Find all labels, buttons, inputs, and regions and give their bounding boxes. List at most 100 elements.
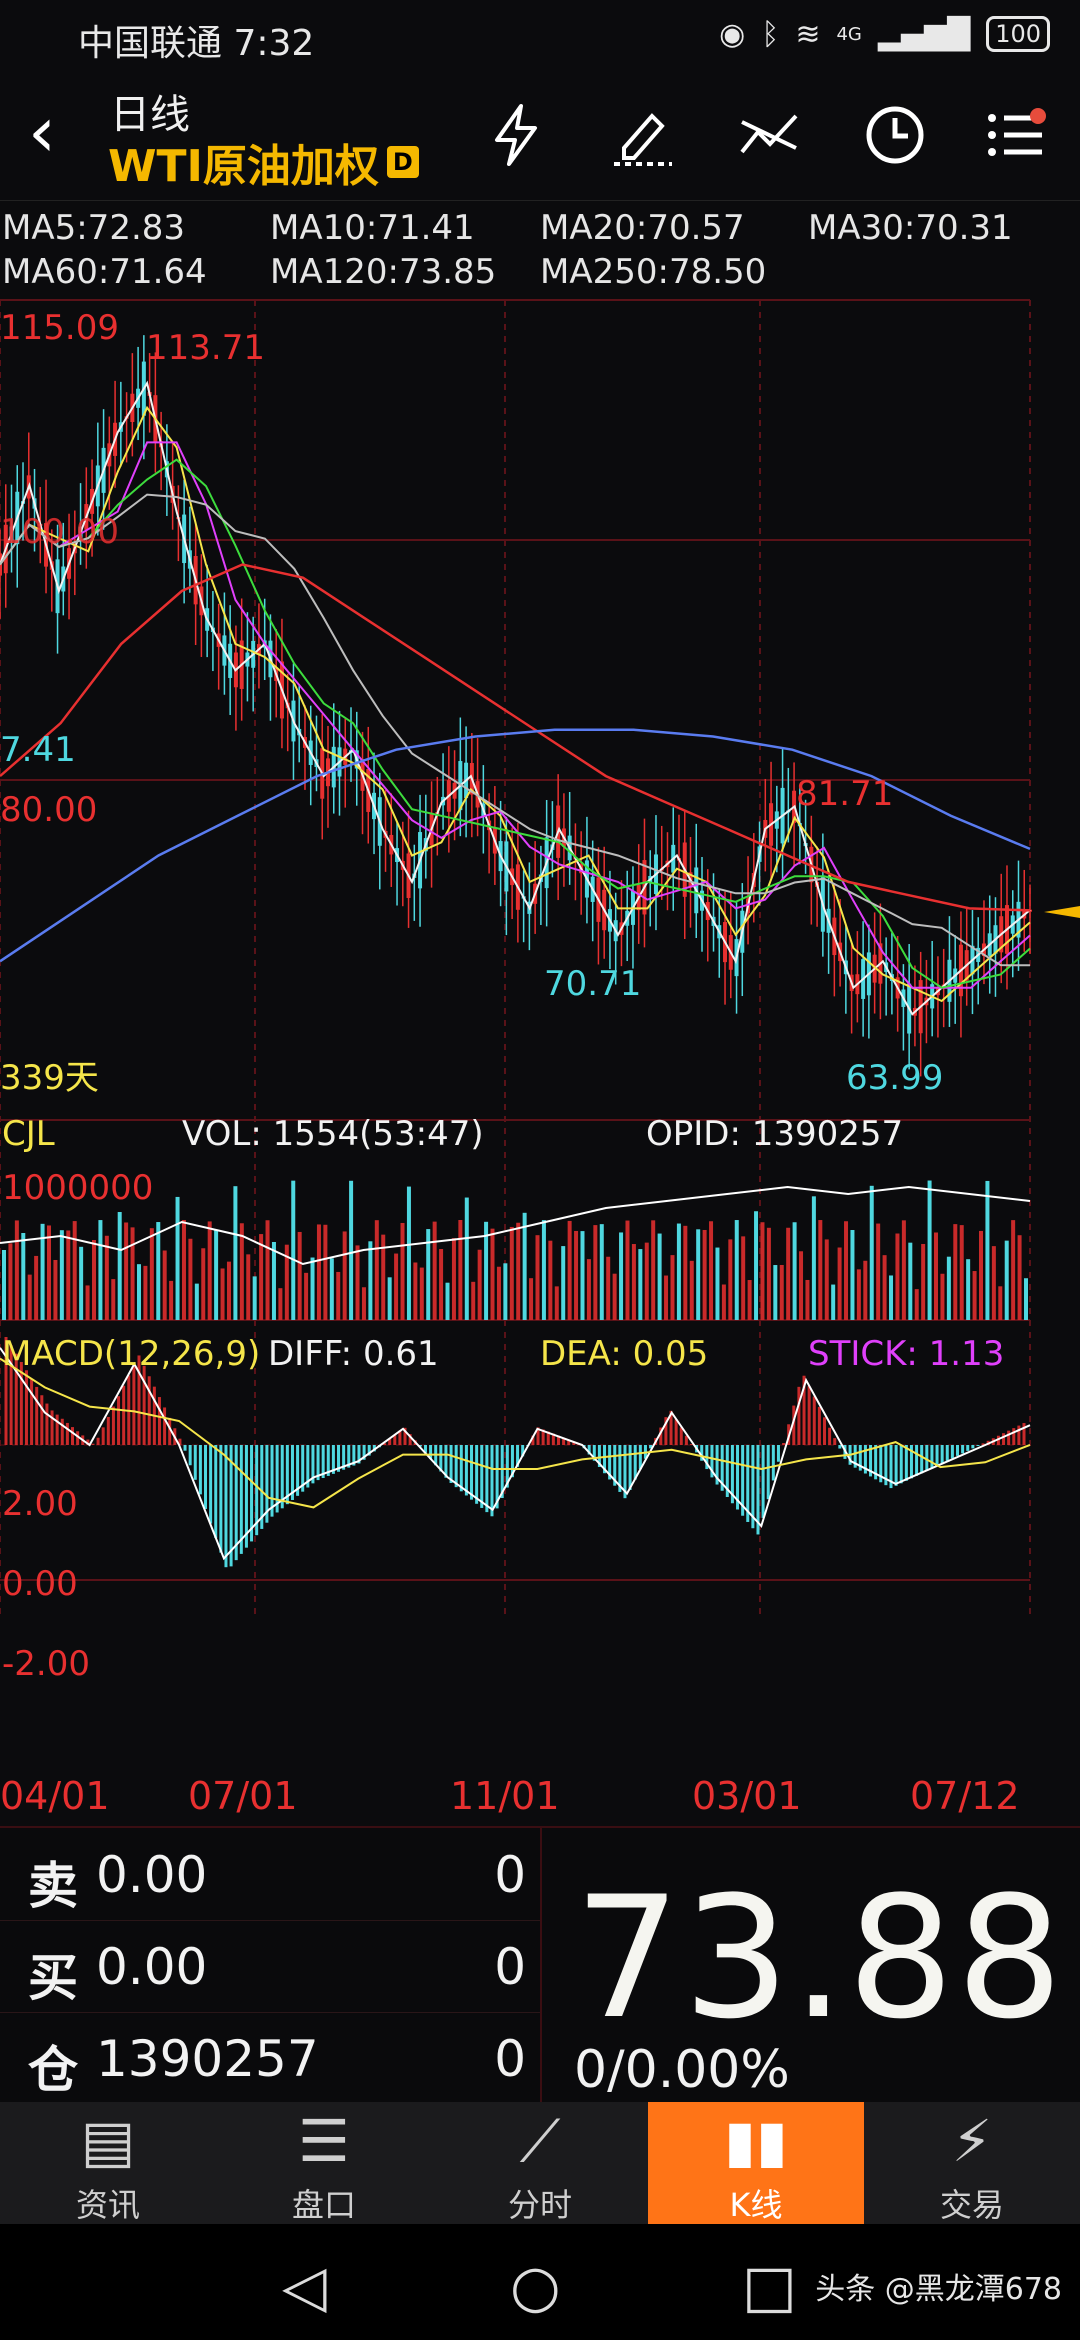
macd-bar-184 [945,1445,949,1461]
volume-bar-123 [792,1222,797,1320]
macd-bar-156 [802,1375,806,1445]
macd-bar-175 [899,1445,903,1484]
tab-orderbook[interactable]: ☰ 盘口 [216,2102,432,2224]
macd-bar-169 [869,1445,873,1477]
macd-bar-7 [40,1395,44,1445]
volume-bar-69 [445,1282,450,1320]
volume-bar-18 [117,1212,122,1320]
volume-bar-16 [104,1235,109,1320]
draw-pen-icon[interactable] [608,102,678,172]
watermark: 头条 @黑龙潭678 [815,2272,1062,2307]
macd-bar-55 [285,1445,289,1505]
chart-grid [0,299,1031,1620]
macd-bar-53 [275,1445,279,1513]
volume-bar-156 [1004,1240,1009,1320]
macd-bar-70 [362,1445,366,1460]
menu-icon[interactable] [980,102,1050,172]
macd-bar-66 [342,1445,346,1470]
ma-legend-ma5: MA5:72.83 [2,208,186,248]
volume-bar-5 [34,1255,39,1320]
macd-bar-101 [521,1445,525,1457]
volume-bar-3 [21,1232,26,1320]
clock-icon[interactable] [860,102,930,172]
volume-bar-41 [265,1220,270,1320]
back-icon[interactable]: ‹ [28,91,56,173]
volume-bar-70 [451,1238,456,1320]
indicator-icon[interactable] [734,102,804,172]
macd-bar-23 [122,1385,126,1445]
tab-news[interactable]: ▤ 资讯 [0,2102,216,2224]
nav-home-icon[interactable]: ○ [510,2252,561,2320]
tab-trade[interactable]: ⚡ 交易 [864,2102,1080,2224]
volume-bar-137 [882,1255,887,1320]
chart-lines [0,335,1032,1077]
tab-label: K线 [729,2186,783,2224]
macd-bar-20 [106,1416,110,1445]
instrument-title[interactable]: WTI原油加权 D [108,130,419,194]
macd-bar-199 [1022,1423,1026,1445]
nav-back-icon[interactable]: ◁ [282,2252,327,2320]
volume-bar-149 [959,1225,964,1320]
macd-bar-26 [137,1355,141,1445]
volume-bar-113 [728,1239,733,1320]
volume-bar-143 [921,1243,926,1320]
macd-bar-109 [562,1437,566,1445]
macd-indicator-name[interactable]: MACD(12,26,9) [2,1334,261,1374]
network-type: 4G [836,23,862,45]
volume-bar-2 [14,1220,19,1320]
macd-bar-72 [372,1445,376,1452]
volume-bar-21 [136,1264,141,1320]
kline-chart[interactable] [0,200,1080,1826]
macd-bar-191 [981,1443,985,1445]
volume-bar-120 [773,1265,778,1320]
macd-bar-44 [229,1445,233,1567]
x-label-0: 04/01 [0,1774,110,1818]
macd-bar-25 [132,1364,136,1445]
macd-bar-17 [91,1443,95,1445]
period-label: 日线 [110,92,190,138]
volume-bar-128 [824,1239,829,1320]
volume-bar-30 [194,1283,199,1320]
macd-bar-143 [736,1445,740,1510]
volume-bar-42 [271,1241,276,1320]
tab-kline[interactable]: ▮▮ K线 [648,2102,864,2224]
sell-tag: 卖 [28,1857,78,1915]
buy-row[interactable]: 买 0.00 0 [0,1920,540,2013]
macd-bar-32 [168,1417,172,1445]
macd-bar-158 [812,1396,816,1445]
volume-bar-39 [252,1276,257,1320]
daily-badge: D [386,146,419,178]
volume-bar-47 [304,1272,309,1320]
macd-bar-99 [510,1445,514,1478]
tab-timeshare[interactable]: ⟋ 分时 [432,2102,648,2224]
volume-bar-57 [368,1241,373,1320]
volume-bar-135 [869,1185,874,1320]
macd-bar-177 [909,1445,913,1479]
macd-bar-86 [444,1445,448,1478]
lightning-icon[interactable] [482,102,552,172]
volume-indicator-name[interactable]: CJL [2,1114,55,1154]
volume-bar-158 [1017,1235,1022,1320]
buy-tag: 买 [28,1949,78,2007]
macd-bar-91 [470,1445,474,1500]
macd-bar-11 [60,1418,64,1445]
volume-value: VOL: 1554(53:47) [182,1114,484,1154]
ma-legend-ma60: MA60:71.64 [2,252,207,292]
macd-bar-50 [260,1445,264,1529]
macd-bar-21 [111,1406,115,1445]
volume-bar-159 [1024,1278,1028,1320]
nav-recents-icon[interactable]: □ [742,2252,797,2320]
volume-bar-55 [355,1245,360,1320]
macd-bar-145 [746,1445,750,1522]
macd-bar-160 [822,1417,826,1445]
volume-bar-80 [516,1222,521,1320]
volume-bar-24 [156,1222,161,1320]
price-label-113: 113.71 [146,328,265,368]
volume-bar-85 [548,1240,553,1320]
volume-bar-27 [175,1196,180,1320]
volume-bar-97 [625,1220,630,1320]
macd-bar-149 [766,1445,770,1500]
macd-bar-3 [19,1361,23,1445]
sell-row[interactable]: 卖 0.00 0 [0,1828,540,1921]
volume-bar-73 [471,1281,476,1320]
